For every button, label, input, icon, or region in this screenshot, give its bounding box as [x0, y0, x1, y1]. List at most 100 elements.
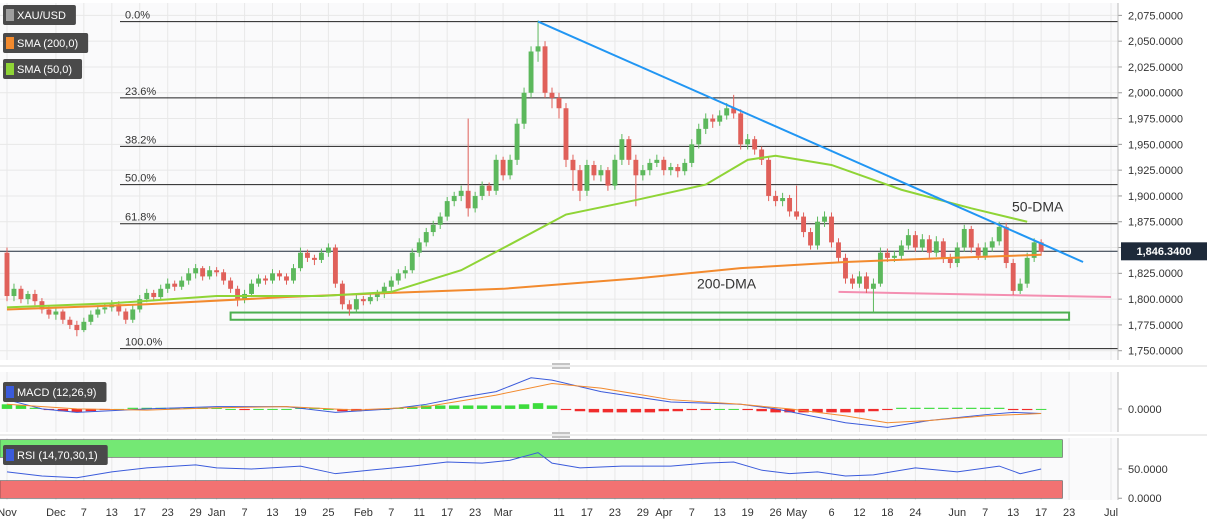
plot-layer: 0.0% 23.6% 38.2% 50.0% 61.8% 100.0% [0, 9, 1118, 479]
candle-body [724, 108, 730, 116]
candle-body [18, 288, 24, 300]
candle-body [668, 167, 674, 171]
x-tick-label: 17 [581, 507, 593, 519]
rsi-band [0, 480, 1063, 499]
legend-box [3, 382, 107, 402]
candle-body [186, 273, 192, 281]
candle-body [584, 164, 590, 191]
candle-body [1024, 257, 1030, 284]
sma-line [6, 253, 1042, 311]
candle-body [619, 139, 625, 160]
x-tick-label: 7 [982, 507, 988, 519]
histogram-bar [658, 408, 670, 412]
histogram-bar [756, 408, 767, 412]
candle-body [857, 276, 862, 284]
histogram-bar [420, 405, 432, 409]
histogram-bar [854, 408, 865, 413]
y-tick-label: 0.0000 [1128, 493, 1162, 505]
candle-body [381, 286, 387, 294]
y-tick-label: 1,925.0000 [1128, 165, 1183, 177]
histogram-bar [490, 405, 502, 409]
candle-body [158, 288, 164, 298]
support-zone [229, 311, 1071, 321]
histogram-bar [448, 405, 460, 409]
histogram-bar [770, 408, 781, 413]
signal-line [6, 383, 1042, 424]
candle-body [25, 293, 31, 300]
x-tick-label: Jun [948, 507, 966, 519]
candle-body [703, 118, 709, 129]
candle-body [74, 324, 80, 331]
candle-body [193, 268, 199, 274]
candle-body [647, 162, 653, 171]
candle-body [864, 276, 869, 289]
histogram-bar [630, 408, 642, 413]
candle-body [905, 235, 911, 246]
histogram-bar [71, 408, 83, 413]
candle-body [130, 309, 136, 320]
legend-box [3, 33, 89, 53]
x-tick-label: 7 [242, 507, 248, 519]
candle-body [360, 299, 366, 302]
candle-body [458, 190, 464, 196]
candle-body [1010, 263, 1016, 291]
y-tick-label: 1,750.0000 [1128, 346, 1183, 358]
legend-item: MACD (12,26,9) [3, 382, 107, 402]
histogram-bar [141, 407, 152, 409]
candle-body [549, 92, 555, 98]
x-tick-label: 17 [1035, 507, 1047, 519]
histogram-bar [504, 405, 516, 409]
x-tick-label: 23 [162, 507, 174, 519]
candle-body [374, 293, 380, 298]
candle-body [60, 311, 66, 320]
histogram-bar [15, 405, 27, 409]
support-line [838, 290, 1112, 299]
x-tick-label: 19 [742, 507, 754, 519]
candle-body [451, 195, 457, 202]
candle-body [773, 195, 779, 202]
candle-body [298, 252, 303, 269]
legend-swatch [6, 37, 14, 49]
histogram-bar [910, 407, 921, 409]
histogram-bar [896, 407, 907, 409]
candle-body [486, 185, 492, 191]
fib-label: 23.6% [125, 86, 156, 98]
candle-body [626, 139, 632, 160]
x-tick-label: May [786, 507, 807, 519]
x-tick-label: 23 [609, 507, 621, 519]
candle-body [116, 304, 122, 312]
histogram-bar [574, 408, 586, 412]
candle-body [528, 51, 534, 93]
candle-body [311, 257, 317, 260]
candle-body [884, 252, 890, 258]
candle-body [654, 159, 660, 163]
candle-body [570, 159, 576, 171]
fib-label: 61.8% [125, 212, 156, 224]
candle-body [305, 252, 310, 258]
candle-body [542, 46, 548, 93]
x-tick-label: Jul [1104, 507, 1118, 519]
x-tick-label: 17 [134, 507, 146, 519]
candle-body [291, 268, 296, 281]
candle-body [961, 228, 967, 248]
histogram-bar [616, 408, 628, 413]
candle-body [933, 241, 939, 253]
candle-body [277, 273, 282, 277]
candle-body [689, 144, 695, 163]
candle-body [801, 216, 807, 233]
candle-body [88, 314, 94, 322]
candle-body [179, 280, 185, 287]
x-tick-label: Apr [655, 507, 672, 519]
candle-body [200, 268, 206, 277]
histogram-bar [993, 407, 1005, 409]
histogram-bar [924, 407, 935, 409]
legend-item: XAU/USD [3, 5, 76, 25]
y-tick-label: 1,975.0000 [1128, 113, 1183, 125]
x-tick-label: 18 [881, 507, 893, 519]
candle-body [151, 292, 157, 298]
x-tick-label: Dec [46, 507, 66, 519]
candle-body [1031, 242, 1037, 258]
x-tick-label: 13 [266, 507, 278, 519]
